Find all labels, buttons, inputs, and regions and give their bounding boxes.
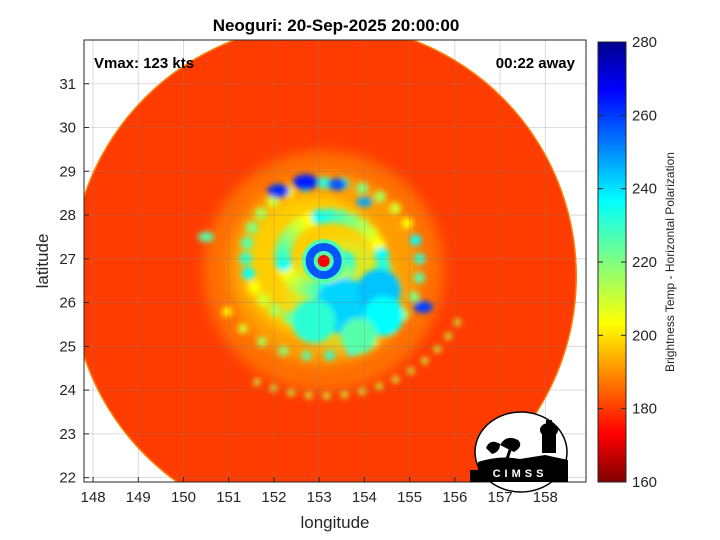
colorbar-label: Brightness Temp - Horizontal Polarizatio…: [663, 152, 677, 372]
x-tick-label: 155: [397, 489, 422, 506]
band-cell: [408, 291, 420, 303]
chart-title: Neoguri: 20-Sep-2025 20:00:00: [213, 16, 460, 35]
y-tick-label: 24: [59, 382, 76, 399]
colorbar-tick-label: 280: [632, 34, 657, 51]
band-cell: [413, 272, 425, 284]
convective-cell: [267, 183, 290, 198]
band-cell: [253, 378, 261, 386]
band-cell: [373, 190, 386, 203]
band-cell: [305, 391, 313, 399]
y-tick-label: 23: [59, 426, 76, 443]
band-cell: [222, 306, 233, 317]
band-cell: [356, 182, 369, 195]
colorbar-tick-label: 180: [632, 401, 657, 418]
x-tick-label: 148: [81, 489, 106, 506]
x-tick-label: 158: [533, 489, 558, 506]
grid-lines: [84, 40, 586, 482]
band-cell: [245, 221, 259, 235]
colorbar-tick-label: 260: [632, 107, 657, 124]
time-away-annotation: 00:22 away: [496, 55, 576, 72]
y-tick-label: 31: [59, 76, 76, 93]
convective-cell: [413, 300, 433, 313]
cimss-logo-text: CIMSS: [493, 468, 548, 480]
convective-cell: [327, 178, 347, 191]
band-cell: [392, 376, 400, 384]
colorbar-tick-label: 240: [632, 181, 657, 198]
band-cell: [389, 202, 401, 215]
vmax-annotation: Vmax: 123 kts: [94, 55, 194, 72]
x-tick-label: 150: [171, 489, 196, 506]
band-cell: [266, 195, 280, 208]
band-cell: [444, 332, 452, 340]
band-cell: [247, 281, 262, 295]
swath: [84, 40, 577, 482]
y-tick-label: 30: [59, 120, 76, 137]
colorbar-tick-label: 220: [632, 254, 657, 271]
band-cell: [421, 357, 429, 365]
brightness-temperature-field: [84, 40, 577, 482]
band-cell: [237, 323, 248, 334]
band-cell: [257, 293, 271, 307]
band-cell: [254, 207, 268, 221]
y-tick-label: 25: [59, 338, 76, 355]
cimss-logo: CIMSS: [470, 411, 568, 493]
band-cell: [409, 234, 422, 246]
y-tick-label: 22: [59, 470, 76, 487]
band-cell: [341, 391, 349, 399]
band-cell: [278, 345, 289, 357]
band-cell: [407, 367, 415, 375]
colorbar-tick-label: 200: [632, 327, 657, 344]
convective-cell: [198, 231, 215, 242]
band-cell: [340, 318, 377, 354]
band-cell: [414, 253, 426, 265]
band-cell: [318, 176, 331, 189]
x-axis-label: longitude: [300, 513, 369, 532]
x-tick-label: 154: [352, 489, 377, 506]
band-cell: [374, 247, 389, 262]
x-tick-label: 157: [488, 489, 513, 506]
x-tick-label: 149: [126, 489, 151, 506]
band-cell: [401, 217, 413, 229]
band-cell: [323, 392, 331, 400]
band-cell: [433, 345, 441, 353]
band-cell: [240, 236, 254, 250]
band-cell: [375, 382, 383, 390]
band-cell: [270, 384, 278, 392]
y-tick-label: 28: [59, 207, 76, 224]
x-tick-label: 153: [307, 489, 332, 506]
convective-cell: [356, 196, 373, 207]
band-cell: [324, 350, 335, 361]
x-tick-label: 151: [216, 489, 241, 506]
x-tick-label: 156: [442, 489, 467, 506]
colorbar-ticks: 160 180 200 220 240 260 280: [598, 34, 657, 491]
y-tick-label: 26: [59, 295, 76, 312]
y-tick-label: 27: [59, 251, 76, 268]
x-tick-label: 152: [261, 489, 286, 506]
band-cell: [301, 350, 312, 361]
eyewall: [305, 243, 342, 279]
band-cell: [256, 336, 267, 347]
band-cell: [268, 303, 283, 317]
colorbar-tick-label: 160: [632, 474, 657, 491]
convective-cell: [292, 174, 319, 191]
band-cell: [291, 299, 336, 343]
band-cell: [322, 208, 338, 224]
eye: [317, 255, 330, 267]
band-cell: [453, 318, 461, 326]
x-axis-ticks: 148 149 150 151 152 153 154 155 156 157 158: [81, 477, 558, 506]
plot-frame: [83, 39, 587, 483]
band-cell: [363, 296, 404, 336]
band-cell: [241, 267, 255, 281]
y-tick-label: 29: [59, 163, 76, 180]
y-axis-ticks: 22 23 24 25 26 27 28 29 30 31: [59, 76, 89, 487]
band-cell: [358, 387, 366, 395]
band-cell: [239, 252, 253, 265]
y-axis-label: latitude: [33, 234, 52, 289]
band-cell: [287, 389, 295, 397]
